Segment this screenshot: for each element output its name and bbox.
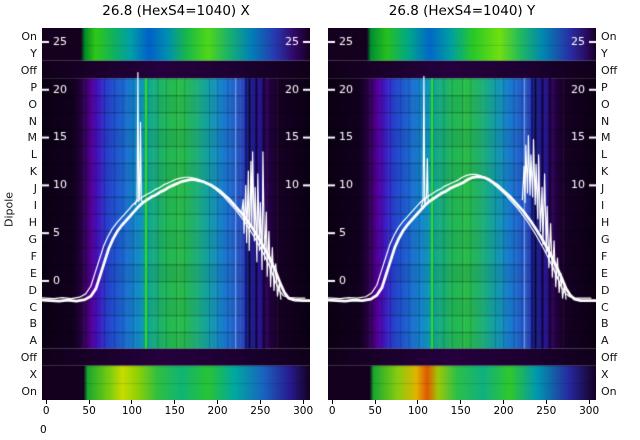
plot-title-x: 26.8 (HexS4=1040) X: [102, 3, 250, 19]
x-tick-mark-0-250: [259, 400, 261, 404]
row-label-left-1-y: Y: [30, 46, 37, 60]
row-label-left-8-k: K: [29, 165, 37, 179]
row-label-right-4-o: O: [601, 97, 610, 111]
row-label-right-6-m: M: [601, 131, 611, 145]
row-label-left-3-p: P: [30, 80, 37, 94]
row-label-left-17-b: B: [29, 317, 37, 331]
row-label-left-10-i: I: [33, 199, 37, 213]
x-tick-label-1-0: 0: [328, 405, 336, 417]
x-tick-mark-0-0: [45, 400, 47, 404]
row-label-left-19-off: Off: [20, 351, 37, 365]
x-tick-label-1-100: 100: [407, 405, 428, 417]
row-label-right-16-c: C: [601, 300, 609, 314]
row-label-left-14-e: E: [30, 266, 37, 280]
row-label-right-3-p: P: [601, 80, 608, 94]
x-tick-label-0-150: 150: [164, 405, 185, 417]
row-label-right-20-x: X: [601, 368, 609, 382]
row-label-left-20-x: X: [29, 368, 37, 382]
x-tick-mark-1-150: [460, 400, 462, 404]
x-tick-mark-1-250: [545, 400, 547, 404]
x-tick-label-1-200: 200: [493, 405, 514, 417]
x-tick-mark-1-300: [588, 400, 590, 404]
plot-title-y: 26.8 (HexS4=1040) Y: [388, 3, 536, 19]
row-label-left-18-a: A: [29, 334, 37, 348]
x-tick-label-0-50: 50: [82, 405, 96, 417]
row-label-left-16-c: C: [29, 300, 37, 314]
row-label-right-15-d: D: [601, 283, 610, 297]
row-label-right-19-off: Off: [601, 351, 618, 365]
row-label-left-9-j: J: [33, 182, 37, 196]
row-label-left-0-on: On: [21, 29, 37, 43]
row-label-right-12-g: G: [601, 232, 610, 246]
x-tick-mark-0-50: [88, 400, 90, 404]
heatmap-canvas-x: [42, 28, 310, 400]
row-label-left-13-f: F: [30, 249, 37, 263]
x-tick-mark-1-0: [331, 400, 333, 404]
x-tick-label-1-150: 150: [450, 405, 471, 417]
row-label-right-18-a: A: [601, 334, 609, 348]
x-tick-mark-1-100: [417, 400, 419, 404]
row-label-right-9-j: J: [601, 182, 605, 196]
row-label-left-5-n: N: [28, 114, 37, 128]
row-label-right-11-h: H: [601, 215, 610, 229]
row-label-left-11-h: H: [28, 215, 37, 229]
row-label-right-13-f: F: [601, 249, 608, 263]
corner-tick-label: 0: [40, 424, 47, 436]
x-tick-mark-1-200: [503, 400, 505, 404]
row-label-right-0-on: On: [601, 29, 617, 43]
x-tick-label-1-50: 50: [368, 405, 382, 417]
row-label-left-12-g: G: [28, 232, 37, 246]
row-label-left-15-d: D: [28, 283, 37, 297]
row-label-right-1-y: Y: [601, 46, 608, 60]
row-label-right-2-off: Off: [601, 63, 618, 77]
row-label-right-8-k: K: [601, 165, 609, 179]
x-tick-label-1-250: 250: [536, 405, 557, 417]
x-tick-mark-0-200: [217, 400, 219, 404]
row-label-left-6-m: M: [27, 131, 38, 145]
x-tick-label-0-250: 250: [250, 405, 271, 417]
row-label-left-4-o: O: [28, 97, 37, 111]
row-label-right-14-e: E: [601, 266, 608, 280]
x-tick-mark-0-100: [131, 400, 133, 404]
heatmap-canvas-y: [328, 28, 596, 400]
row-label-right-10-i: I: [601, 199, 605, 213]
row-label-left-21-on: On: [21, 385, 37, 399]
x-tick-label-0-200: 200: [207, 405, 228, 417]
x-tick-label-0-0: 0: [42, 405, 50, 417]
row-label-right-7-l: L: [601, 148, 608, 162]
x-tick-mark-0-150: [174, 400, 176, 404]
x-tick-label-0-300: 300: [293, 405, 314, 417]
row-label-right-17-b: B: [601, 317, 609, 331]
row-label-right-5-n: N: [601, 114, 610, 128]
row-label-left-7-l: L: [30, 148, 37, 162]
x-tick-mark-0-300: [302, 400, 304, 404]
x-tick-label-0-100: 100: [121, 405, 142, 417]
row-label-left-2-off: Off: [20, 63, 37, 77]
x-tick-label-1-300: 300: [579, 405, 600, 417]
x-tick-mark-1-50: [374, 400, 376, 404]
row-label-right-21-on: On: [601, 385, 617, 399]
